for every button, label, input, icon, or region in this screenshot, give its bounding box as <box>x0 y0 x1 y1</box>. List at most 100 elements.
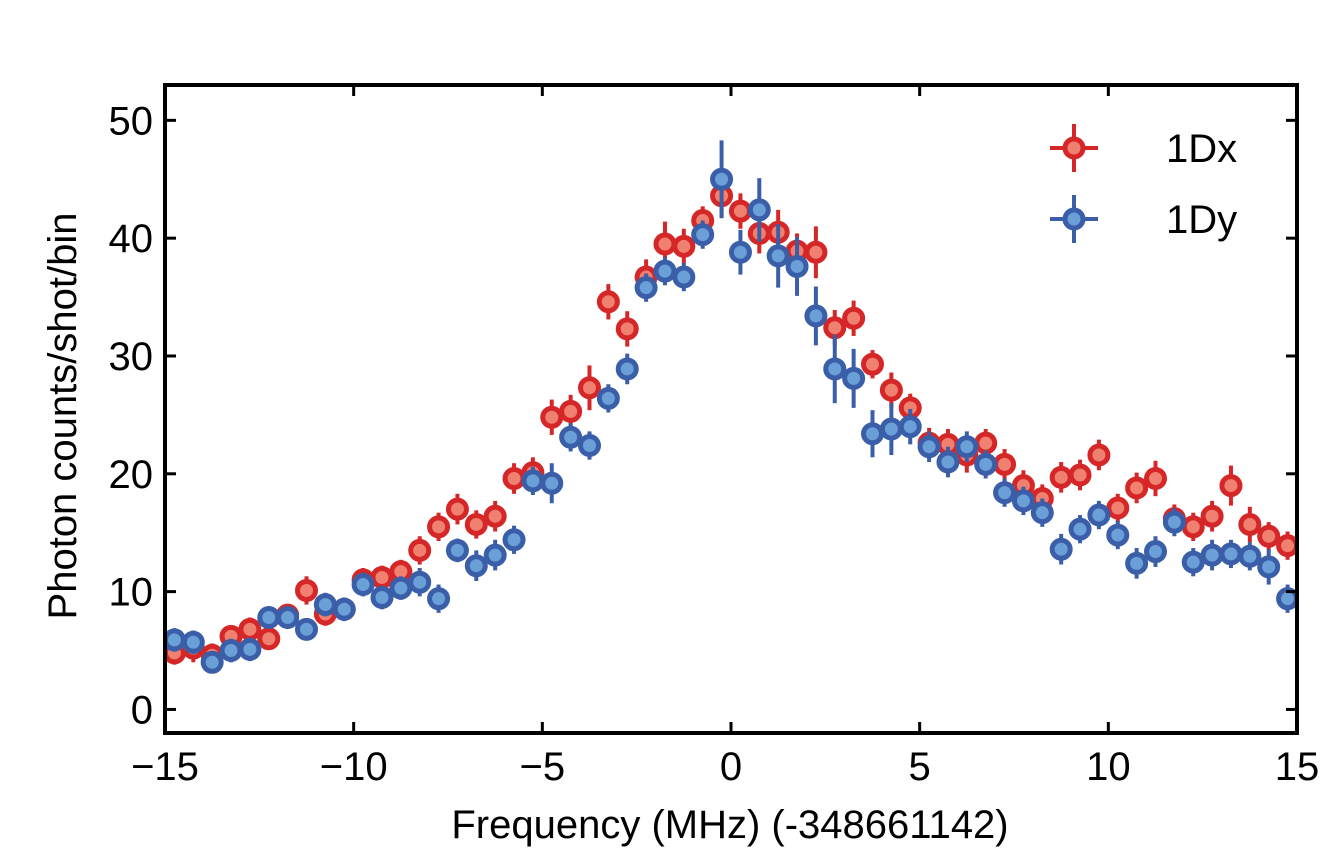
data-point <box>332 597 356 621</box>
data-point <box>427 515 451 539</box>
data-point <box>540 471 564 495</box>
data-point <box>1238 512 1262 536</box>
x-tick-label: 5 <box>909 745 931 789</box>
data-point <box>181 630 205 654</box>
data-point <box>993 452 1017 476</box>
x-tick-label: −5 <box>520 745 566 789</box>
series-1Dy <box>165 140 1297 674</box>
data-point <box>728 199 752 223</box>
data-point <box>728 240 752 264</box>
data-point <box>521 469 545 493</box>
data-point <box>1200 504 1224 528</box>
x-tick-label: −10 <box>320 745 388 789</box>
data-point <box>238 617 262 641</box>
data-point <box>1181 515 1205 539</box>
data-point <box>483 504 507 528</box>
data-point <box>578 434 601 458</box>
legend-label: 1Dx <box>1166 127 1237 171</box>
data-point <box>1144 467 1167 491</box>
data-point <box>804 240 828 264</box>
data-point <box>1011 489 1035 513</box>
x-tick-label: 15 <box>1275 745 1320 789</box>
plot-marks <box>165 140 1297 674</box>
x-tick-label: −15 <box>131 745 199 789</box>
data-point <box>219 639 243 663</box>
data-point <box>1106 496 1130 520</box>
y-tick-label: 10 <box>109 571 154 615</box>
data-point <box>1030 501 1054 525</box>
data-point <box>691 223 715 247</box>
data-point <box>559 399 583 423</box>
data-point <box>257 606 281 630</box>
data-point <box>823 357 847 381</box>
data-point <box>295 578 318 602</box>
data-point <box>936 450 960 474</box>
data-point <box>1219 474 1243 498</box>
data-point <box>559 425 583 449</box>
data-point <box>502 528 526 552</box>
x-axis-title: Frequency (MHz) (-348661142) <box>451 803 1008 847</box>
data-point <box>842 366 866 390</box>
legend-item-1Dy: 1Dy <box>1050 195 1237 243</box>
data-point <box>747 198 771 222</box>
data-point <box>1049 537 1073 561</box>
data-point <box>653 232 677 256</box>
data-point <box>1068 517 1092 541</box>
data-point <box>615 357 639 381</box>
data-point <box>408 538 432 562</box>
data-point <box>1106 523 1130 547</box>
data-point <box>578 376 601 400</box>
y-tick-label: 0 <box>131 688 153 732</box>
data-point <box>502 467 526 491</box>
axes <box>163 83 1299 735</box>
data-point <box>1257 555 1281 579</box>
data-point <box>445 538 469 562</box>
data-point <box>955 435 979 459</box>
data-point <box>483 543 507 567</box>
legend-label: 1Dy <box>1166 198 1237 242</box>
data-point <box>1181 550 1205 574</box>
data-point <box>653 259 677 283</box>
y-tick-label: 50 <box>109 99 154 143</box>
data-point <box>1068 463 1092 487</box>
y-tick-label: 20 <box>109 453 154 497</box>
data-point <box>351 573 375 597</box>
data-point <box>804 304 828 328</box>
data-point <box>1238 544 1262 568</box>
data-point <box>917 435 941 459</box>
tick-labels: −15 −10 −5 0 5 10 15 0 10 20 30 40 50 <box>109 99 1320 789</box>
data-point <box>596 386 620 410</box>
y-axis-title: Photon counts/shot/bin <box>41 213 85 620</box>
data-point <box>898 415 922 439</box>
data-point <box>200 650 224 674</box>
data-point <box>596 290 620 314</box>
data-point <box>165 628 186 652</box>
data-point <box>974 431 998 455</box>
y-tick-label: 30 <box>109 335 154 379</box>
x-tick-label: 0 <box>720 745 742 789</box>
data-point <box>1125 551 1149 575</box>
data-point <box>1125 476 1149 500</box>
data-point <box>445 497 469 521</box>
data-point <box>785 254 809 278</box>
data-point <box>276 606 300 630</box>
data-point <box>1087 503 1111 527</box>
data-point <box>634 276 658 300</box>
data-point <box>672 265 696 289</box>
data-point <box>295 617 318 641</box>
data-point <box>879 378 903 402</box>
data-point <box>408 570 432 594</box>
data-point <box>427 587 451 611</box>
data-point <box>238 637 262 661</box>
data-point <box>766 244 790 268</box>
data-point <box>861 422 884 446</box>
data-point <box>879 417 903 441</box>
data-point <box>1144 540 1167 564</box>
data-point <box>672 234 696 258</box>
legend-marker <box>1062 136 1086 160</box>
data-point <box>823 316 847 340</box>
data-point <box>615 317 639 341</box>
data-point <box>842 306 866 330</box>
data-point <box>313 593 337 617</box>
